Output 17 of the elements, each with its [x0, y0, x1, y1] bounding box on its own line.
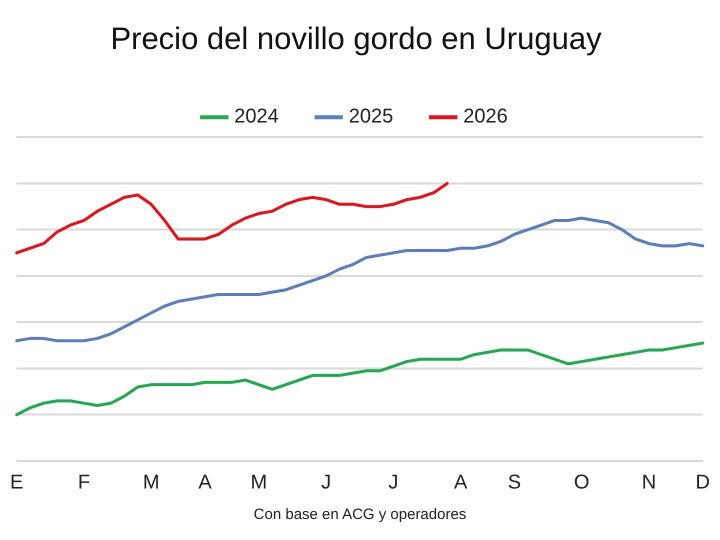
text: Con base en ACG y operadores	[252, 506, 468, 523]
x-tick-label: J	[321, 472, 332, 494]
x-tick-label: M	[142, 472, 160, 494]
x-tick-label: N	[642, 472, 656, 494]
x-tick-label: S	[508, 472, 522, 494]
chart-title: Precio del novillo gordo en Uruguay	[110, 21, 602, 56]
x-tick-label: M	[250, 472, 268, 494]
x-tick-label: A	[198, 472, 212, 494]
x-tick-label: J	[388, 472, 398, 494]
x-tick-label: O	[574, 472, 590, 494]
x-tick-label: A	[454, 472, 468, 494]
legend-label: 2026	[463, 106, 508, 128]
legend-label: 2024	[234, 106, 279, 128]
legend-label: 2025	[348, 106, 394, 128]
x-tick-label: F	[78, 472, 90, 494]
x-tick-label: D	[696, 472, 710, 494]
x-tick-label: E	[10, 472, 24, 494]
